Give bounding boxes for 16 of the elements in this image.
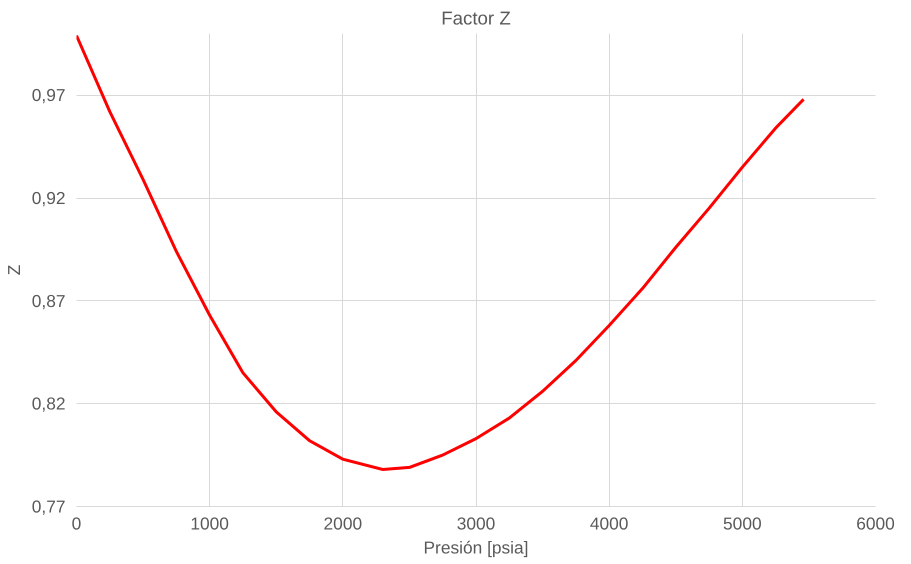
x-tick-label: 2000 <box>324 514 362 534</box>
x-tick-label: 4000 <box>590 514 628 534</box>
x-tick-label: 5000 <box>723 514 762 534</box>
y-tick-label: 0,77 <box>32 496 66 516</box>
x-tick-label: 0 <box>72 514 82 534</box>
y-tick-label: 0,87 <box>32 290 66 311</box>
chart-title: Factor Z <box>441 8 511 28</box>
y-tick-label: 0,92 <box>32 188 66 208</box>
x-tick-label: 1000 <box>190 514 229 534</box>
x-tick-label: 6000 <box>856 514 895 534</box>
y-tick-label: 0,82 <box>32 394 66 414</box>
x-axis-title: Presión [psia] <box>424 538 528 558</box>
x-tick-label: 3000 <box>456 514 496 534</box>
y-tick-label: 0,97 <box>32 85 66 106</box>
line-series <box>76 34 806 471</box>
y-axis-title: Z <box>4 264 24 276</box>
